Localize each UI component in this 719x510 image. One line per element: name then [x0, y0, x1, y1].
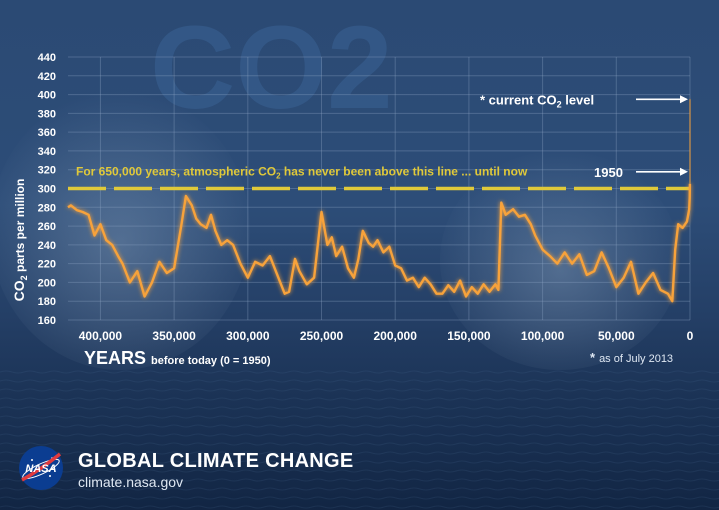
nasa-meatball-icon: NASA: [19, 446, 63, 490]
wave-line: [0, 397, 719, 401]
y-tick-label: 180: [38, 296, 56, 308]
x-axis-label: YEARS before today (0 = 1950): [84, 348, 271, 368]
y-tick-label: 380: [38, 108, 56, 120]
footer-title: GLOBAL CLIMATE CHANGE: [78, 450, 354, 472]
x-tick-label: 100,000: [521, 329, 565, 343]
x-tick-label: 300,000: [226, 329, 270, 343]
x-tick-label: 50,000: [598, 329, 635, 343]
y-tick-label: 340: [38, 146, 56, 158]
y-tick-label: 200: [38, 277, 56, 289]
y-tick-label: 420: [38, 71, 56, 83]
x-tick-label: 350,000: [152, 329, 196, 343]
wave-line: [0, 496, 719, 500]
tick-labels: 160 180 200 220 240 260 280 300 320 340 360 380 400 4…: [38, 52, 694, 343]
sea-waves: [0, 370, 719, 509]
nasa-logo-text: NASA: [25, 463, 56, 475]
y-tick-label: 300: [38, 184, 56, 196]
y-tick-label: 260: [38, 221, 56, 233]
wave-line: [0, 442, 719, 446]
series-line: [67, 183, 692, 303]
x-tick-label: 0: [687, 329, 694, 343]
annotations: * current CO2 level 1950: [480, 92, 688, 180]
y-tick-label: 440: [38, 52, 56, 64]
y-tick-label: 160: [38, 315, 56, 327]
arrow-head: [679, 167, 688, 176]
wave-line: [0, 478, 719, 482]
y-tick-label: 400: [38, 90, 56, 102]
current-level-label: * current CO2 level: [480, 92, 594, 109]
y-axis-label: CO2 parts per million: [11, 179, 29, 302]
arrow-head: [679, 95, 688, 104]
y-tick-label: 240: [38, 240, 56, 252]
wave-line: [0, 451, 719, 455]
wave-line: [0, 370, 719, 374]
wave-line: [0, 433, 719, 437]
y-tick-label: 280: [38, 202, 56, 214]
data-date-note: * as of July 2013: [590, 350, 673, 365]
1950-label: 1950: [594, 165, 623, 180]
wave-line: [0, 424, 719, 428]
series-group: [67, 99, 692, 303]
y-tick-label: 320: [38, 165, 56, 177]
wave-line: [0, 505, 719, 509]
footer-url[interactable]: climate.nasa.gov: [78, 474, 184, 490]
x-tick-label: 200,000: [374, 329, 418, 343]
y-tick-label: 220: [38, 259, 56, 271]
wave-line: [0, 415, 719, 419]
chart-title-watermark: CO2: [150, 2, 393, 134]
wave-line: [0, 388, 719, 392]
wave-line: [0, 406, 719, 410]
sea-shade: [0, 340, 719, 510]
wave-line: [0, 379, 719, 383]
wave-line: [0, 460, 719, 464]
x-tick-label: 400,000: [79, 329, 123, 343]
wave-line: [0, 469, 719, 473]
x-tick-label: 250,000: [300, 329, 344, 343]
threshold-label: For 650,000 years, atmospheric CO2 has n…: [76, 165, 528, 181]
wave-line: [0, 487, 719, 491]
iceberg-shape: [0, 90, 250, 370]
threshold-group: For 650,000 years, atmospheric CO2 has n…: [68, 165, 690, 191]
x-tick-label: 150,000: [447, 329, 491, 343]
y-tick-label: 360: [38, 127, 56, 139]
